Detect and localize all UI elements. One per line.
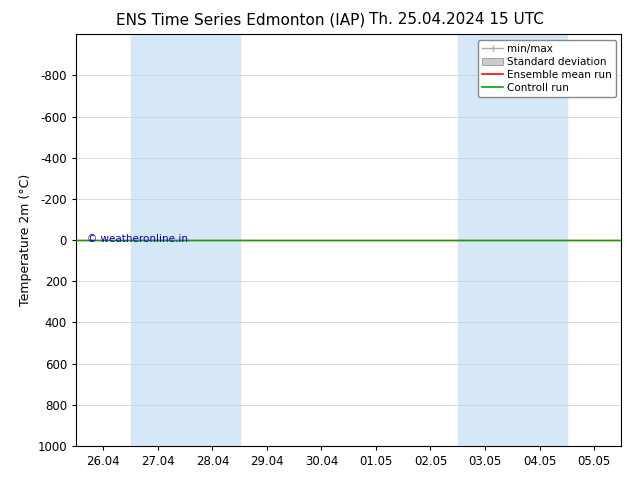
Y-axis label: Temperature 2m (°C): Temperature 2m (°C) xyxy=(19,174,32,306)
Text: ENS Time Series Edmonton (IAP): ENS Time Series Edmonton (IAP) xyxy=(116,12,366,27)
Text: Th. 25.04.2024 15 UTC: Th. 25.04.2024 15 UTC xyxy=(369,12,544,27)
Bar xyxy=(512,34,567,446)
Legend: min/max, Standard deviation, Ensemble mean run, Controll run: min/max, Standard deviation, Ensemble me… xyxy=(478,40,616,97)
Bar xyxy=(458,34,512,446)
Text: © weatheronline.in: © weatheronline.in xyxy=(87,234,188,245)
Bar xyxy=(131,34,185,446)
Bar xyxy=(185,34,240,446)
